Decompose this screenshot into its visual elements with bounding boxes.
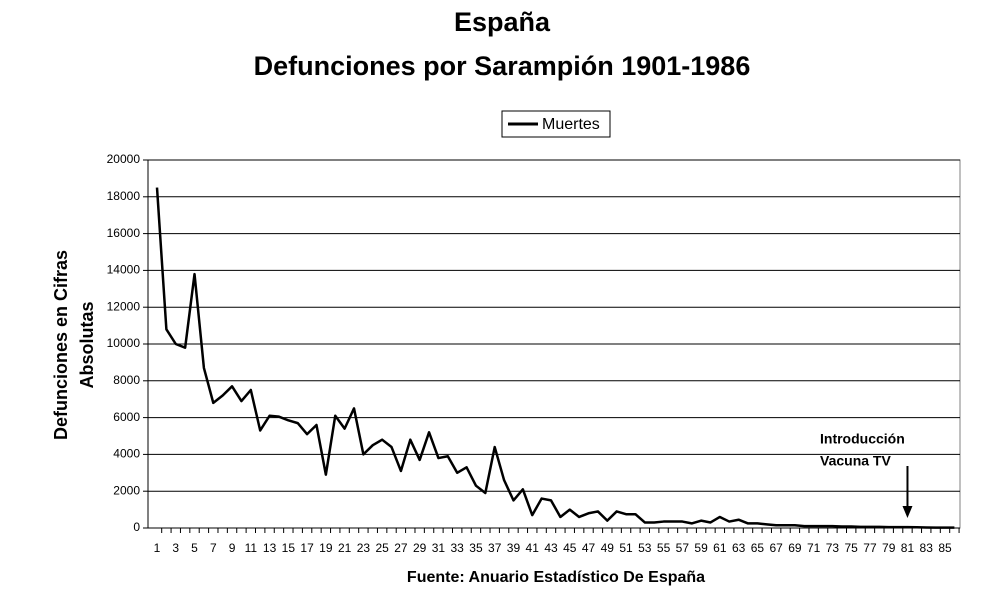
y-tick-label: 12000 [107, 299, 141, 313]
x-tick-label: 39 [507, 541, 521, 555]
y-tick-label: 8000 [113, 373, 140, 387]
x-tick-label: 83 [920, 541, 934, 555]
x-tick-label: 5 [191, 541, 198, 555]
annotation-arrowhead [902, 506, 913, 518]
x-tick-label: 17 [300, 541, 314, 555]
y-tick-label: 0 [133, 520, 140, 534]
x-tick-label: 37 [488, 541, 502, 555]
y-tick-label: 20000 [107, 152, 141, 166]
chart-title: Defunciones por Sarampión 1901-1986 [254, 51, 751, 81]
x-tick-label: 71 [807, 541, 821, 555]
y-axis-label: Defunciones en Cifras [51, 250, 71, 440]
x-tick-label: 29 [413, 541, 427, 555]
x-axis-label: Fuente: Anuario Estadístico De España [407, 569, 705, 586]
chart-title: España [454, 7, 551, 37]
y-tick-label: 14000 [107, 263, 141, 277]
x-tick-label: 11 [245, 541, 258, 555]
x-tick-label: 65 [751, 541, 765, 555]
x-tick-label: 85 [938, 541, 952, 555]
x-tick-label: 9 [229, 541, 236, 555]
x-tick-label: 77 [863, 541, 877, 555]
x-tick-label: 61 [713, 541, 727, 555]
legend-label: Muertes [542, 116, 600, 133]
x-tick-label: 63 [732, 541, 746, 555]
x-tick-label: 69 [788, 541, 802, 555]
x-tick-label: 45 [563, 541, 577, 555]
x-tick-label: 73 [826, 541, 840, 555]
x-tick-label: 23 [357, 541, 371, 555]
x-tick-label: 25 [375, 541, 389, 555]
x-tick-label: 47 [582, 541, 596, 555]
x-tick-label: 19 [319, 541, 333, 555]
x-tick-label: 81 [901, 541, 915, 555]
x-tick-label: 15 [282, 541, 296, 555]
x-tick-label: 75 [845, 541, 859, 555]
x-tick-label: 33 [451, 541, 465, 555]
y-tick-label: 16000 [107, 226, 141, 240]
y-tick-label: 6000 [113, 410, 140, 424]
x-tick-label: 13 [263, 541, 277, 555]
x-tick-label: 79 [882, 541, 896, 555]
y-axis-label: Absolutas [77, 301, 97, 388]
x-tick-label: 35 [469, 541, 483, 555]
annotation: Introducción [820, 431, 905, 447]
x-tick-label: 3 [172, 541, 179, 555]
x-tick-label: 21 [338, 541, 352, 555]
x-tick-label: 49 [601, 541, 615, 555]
y-tick-label: 4000 [113, 447, 140, 461]
x-tick-label: 55 [657, 541, 671, 555]
x-tick-label: 27 [394, 541, 408, 555]
x-tick-label: 57 [676, 541, 690, 555]
x-tick-label: 7 [210, 541, 217, 555]
data-line [155, 187, 955, 529]
x-tick-label: 31 [432, 541, 446, 555]
y-tick-label: 2000 [113, 483, 140, 497]
x-tick-label: 1 [154, 541, 161, 555]
y-tick-label: 10000 [107, 336, 141, 350]
x-tick-label: 53 [638, 541, 652, 555]
x-tick-label: 41 [526, 541, 540, 555]
annotation: Vacuna TV [820, 453, 891, 469]
x-tick-label: 59 [694, 541, 708, 555]
x-tick-label: 43 [544, 541, 558, 555]
x-tick-label: 51 [619, 541, 633, 555]
x-tick-label: 67 [769, 541, 783, 555]
y-tick-label: 18000 [107, 189, 141, 203]
